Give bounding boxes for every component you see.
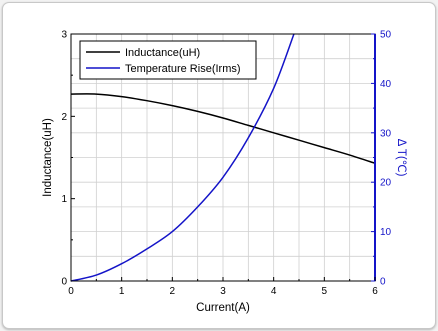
series-line-inductance-uh: [70, 93, 376, 164]
y-right-tick-label: 20: [380, 178, 392, 189]
x-tick-label: 1: [119, 286, 125, 297]
x-tick-label: 0: [68, 286, 74, 297]
legend-label-temperature-rise: Temperature Rise(Irms): [125, 63, 241, 75]
legend: Inductance(uH) Temperature Rise(Irms): [79, 40, 257, 80]
x-axis-title: Current(A): [196, 302, 250, 314]
x-tick-label: 2: [170, 286, 176, 297]
y-right-tick-label: 0: [380, 277, 386, 288]
x-tick-label: 5: [322, 286, 328, 297]
legend-label-inductance: Inductance(uH): [125, 47, 200, 59]
y-right-tick-label: 40: [380, 79, 392, 90]
x-tick-label: 4: [271, 286, 277, 297]
x-tick-label: 3: [220, 286, 226, 297]
y-left-tick-label: 1: [61, 194, 67, 205]
series-layer: [70, 33, 376, 282]
y-left-tick-label: 0: [61, 277, 67, 288]
y-axis-left-title: Inductance(uH): [42, 118, 54, 197]
y-axis-right-title: Δ T(℃): [395, 139, 407, 177]
series-line-temperature-rise-irms: [70, 33, 295, 282]
legend-box: [79, 40, 257, 80]
y-right-tick-label: 30: [380, 128, 392, 139]
y-left-tick-label: 2: [61, 112, 67, 123]
y-right-tick-label: 50: [380, 30, 392, 41]
y-left-tick-label: 3: [61, 30, 67, 41]
x-tick-label: 6: [372, 286, 378, 297]
y-right-tick-label: 10: [380, 227, 392, 238]
